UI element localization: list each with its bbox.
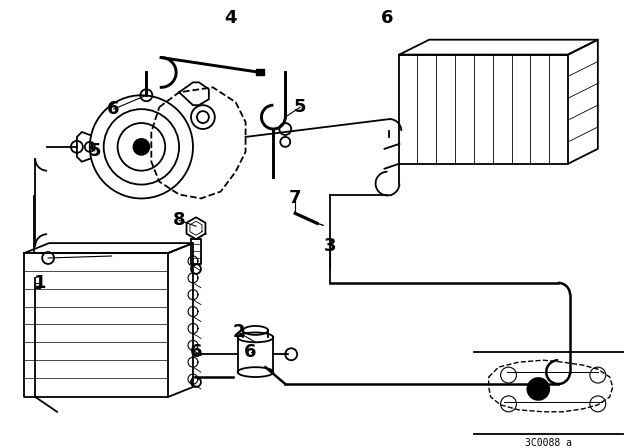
Circle shape: [134, 139, 149, 155]
Text: 6: 6: [381, 9, 394, 27]
Text: 7: 7: [289, 190, 301, 207]
Text: 2: 2: [232, 323, 245, 341]
Text: 5: 5: [88, 142, 101, 160]
Text: 5: 5: [294, 98, 307, 116]
Text: 3: 3: [324, 237, 336, 255]
Text: 6: 6: [108, 100, 120, 118]
Circle shape: [527, 378, 549, 400]
Text: 3C0088 a: 3C0088 a: [525, 438, 572, 448]
Text: 4: 4: [225, 9, 237, 27]
Text: 1: 1: [34, 274, 47, 292]
Text: 6: 6: [189, 343, 202, 361]
Text: 6: 6: [244, 343, 257, 361]
Text: 8: 8: [173, 211, 186, 229]
